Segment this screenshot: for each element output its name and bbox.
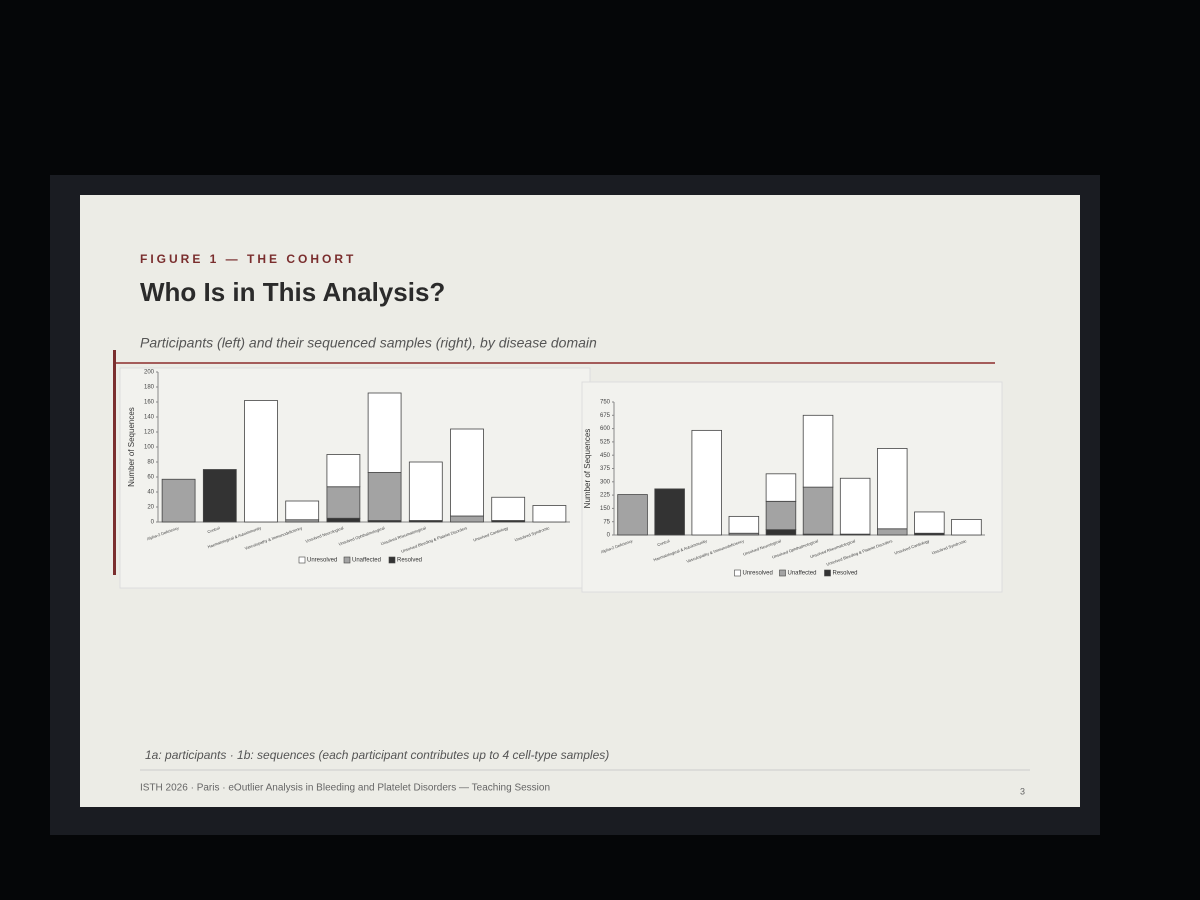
- legend-swatch: [779, 569, 786, 577]
- y-tick-label: 40: [147, 490, 154, 496]
- y-axis-label: Number of Sequences: [127, 407, 136, 487]
- bar-segment: [491, 496, 526, 521]
- bar-segment: [244, 400, 278, 523]
- y-tick-label: 100: [144, 445, 155, 451]
- y-tick-label: 75: [603, 519, 610, 525]
- bar-segment: [450, 515, 484, 523]
- bar-segment: [450, 428, 484, 517]
- y-tick-label: 450: [600, 453, 611, 459]
- bar-segment: [728, 515, 760, 534]
- slide-title: Who Is in This Analysis?: [140, 277, 445, 307]
- bar-segment: [326, 486, 361, 519]
- legend-swatch: [298, 556, 306, 564]
- page-number: 3: [1020, 786, 1025, 796]
- bar-segment: [532, 505, 567, 523]
- bar-segment: [202, 469, 237, 523]
- bar-segment: [367, 392, 402, 473]
- bar-segment: [617, 494, 648, 536]
- legend-label: Unresolved: [743, 571, 773, 577]
- bar-segment: [802, 414, 834, 488]
- bar-segment: [765, 473, 797, 502]
- bar-segment: [914, 511, 945, 534]
- x-tick-label: Control: [207, 525, 221, 534]
- bar-segment: [161, 478, 196, 523]
- y-tick-label: 750: [600, 400, 611, 406]
- accent-bar: [113, 350, 116, 575]
- y-tick-label: 160: [144, 400, 155, 406]
- y-tick-label: 140: [144, 415, 155, 421]
- y-tick-label: 150: [600, 506, 611, 512]
- footer: ISTH 2026 · Paris · eOutlier Analysis in…: [140, 783, 550, 794]
- legend-swatch: [734, 569, 741, 577]
- bar-segment: [802, 486, 834, 535]
- bar-segment: [408, 461, 443, 521]
- legend-label: Resolved: [397, 558, 422, 564]
- bar-segment: [285, 500, 320, 521]
- y-tick-label: 375: [600, 466, 611, 472]
- subtitle: Participants (left) and their sequenced …: [140, 335, 597, 351]
- caption: 1a: participants · 1b: sequences (each p…: [145, 748, 609, 762]
- bar-segment: [839, 477, 871, 535]
- y-tick-label: 80: [147, 460, 154, 466]
- y-tick-label: 675: [600, 413, 611, 419]
- y-tick-label: 300: [600, 479, 611, 485]
- legend-label: Unresolved: [307, 558, 337, 564]
- legend-swatch: [388, 556, 396, 564]
- legend-label: Resolved: [833, 571, 858, 577]
- legend-label: Unaffected: [788, 571, 817, 577]
- y-tick-label: 180: [144, 385, 155, 391]
- y-tick-label: 225: [600, 493, 611, 499]
- bar-segment: [951, 518, 982, 536]
- kicker: FIGURE 1 — THE COHORT: [140, 252, 356, 266]
- y-tick-label: 0: [607, 533, 611, 539]
- y-tick-label: 120: [144, 430, 155, 436]
- legend-swatch: [343, 556, 351, 564]
- y-tick-label: 525: [600, 439, 611, 445]
- y-axis-label: Number of Sequences: [583, 429, 592, 509]
- y-tick-label: 60: [147, 475, 154, 481]
- bar-segment: [765, 529, 797, 536]
- y-tick-label: 0: [151, 520, 155, 526]
- x-tick-label: Control: [657, 538, 671, 547]
- bar-segment: [326, 517, 361, 523]
- bar-segment: [326, 454, 361, 488]
- bar-segment: [877, 528, 908, 536]
- y-tick-label: 200: [144, 370, 155, 376]
- y-tick-label: 20: [147, 505, 154, 511]
- y-tick-label: 600: [600, 426, 611, 432]
- bar-segment: [367, 472, 402, 521]
- bar-segment: [877, 448, 908, 530]
- bar-segment: [691, 429, 722, 536]
- legend-swatch: [824, 569, 831, 577]
- bar-segment: [654, 488, 685, 536]
- bar-segment: [765, 500, 797, 531]
- legend-label: Unaffected: [352, 558, 381, 564]
